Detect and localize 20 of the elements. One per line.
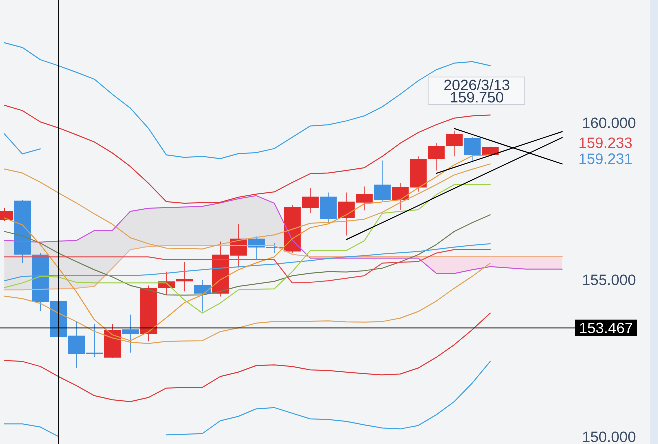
- candlestick: [320, 192, 337, 222]
- candlestick: [464, 136, 481, 164]
- annotation: 159.750: [451, 92, 504, 103]
- line-series: [4, 105, 491, 204]
- y-tick-label: 155.000: [583, 274, 636, 286]
- candlestick: [194, 280, 211, 312]
- candlestick: [374, 160, 391, 202]
- annotation: 2026/3/13: [444, 80, 510, 90]
- line-series: [4, 262, 491, 344]
- candlestick: [176, 262, 193, 292]
- line-series: [4, 214, 491, 296]
- candlestick: [122, 314, 140, 354]
- candlestick: [392, 182, 409, 210]
- y-tick-label: 150.000: [583, 432, 636, 442]
- y-tick-label: 160.000: [583, 118, 636, 128]
- text: 159.231: [580, 154, 632, 164]
- candlestick: [446, 130, 463, 158]
- ref-line-label: 153.467: [580, 322, 632, 334]
- line-series: [4, 312, 491, 402]
- text: 159.233: [580, 138, 632, 148]
